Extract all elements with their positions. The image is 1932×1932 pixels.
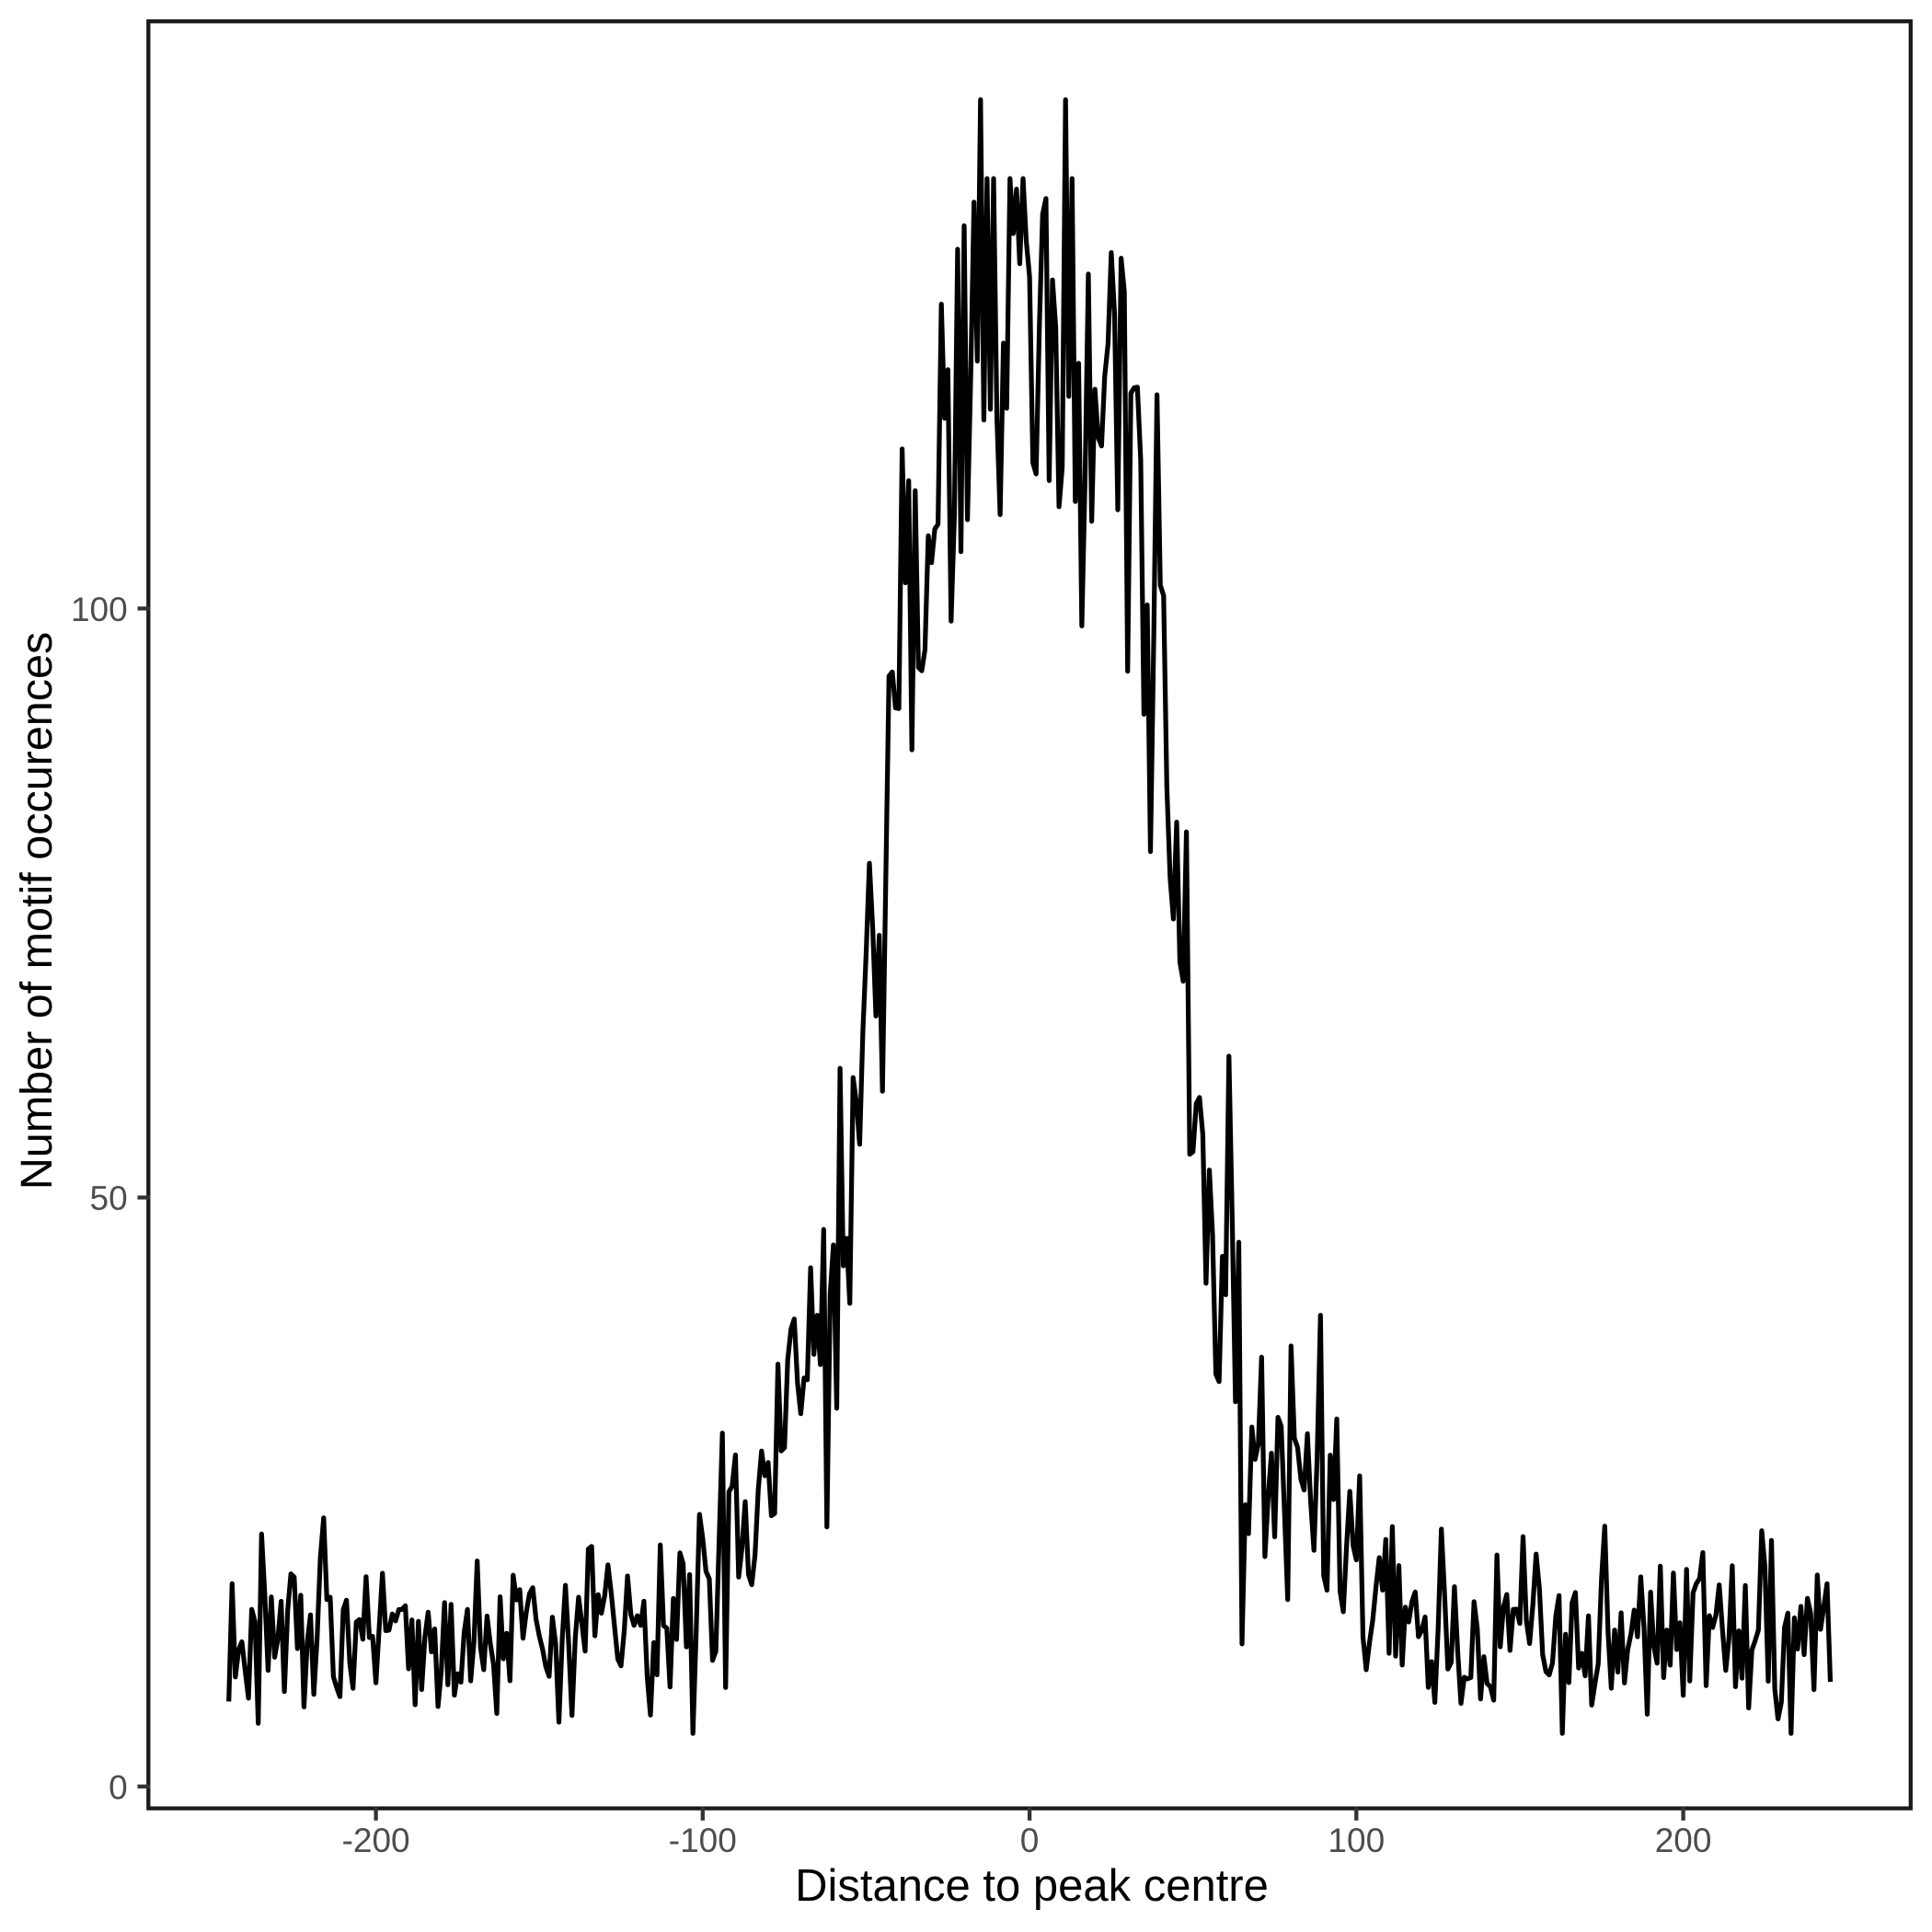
svg-text:0: 0 [109,1768,128,1806]
svg-text:100: 100 [1328,1822,1385,1859]
svg-text:Number of motif occurences: Number of motif occurences [12,632,62,1190]
svg-text:-200: -200 [342,1822,410,1859]
svg-text:Distance to peak centre: Distance to peak centre [795,1861,1269,1911]
svg-text:50: 50 [90,1179,128,1217]
svg-text:200: 200 [1655,1822,1712,1859]
svg-text:100: 100 [71,591,128,628]
svg-text:0: 0 [1020,1822,1040,1859]
svg-text:-100: -100 [669,1822,737,1859]
